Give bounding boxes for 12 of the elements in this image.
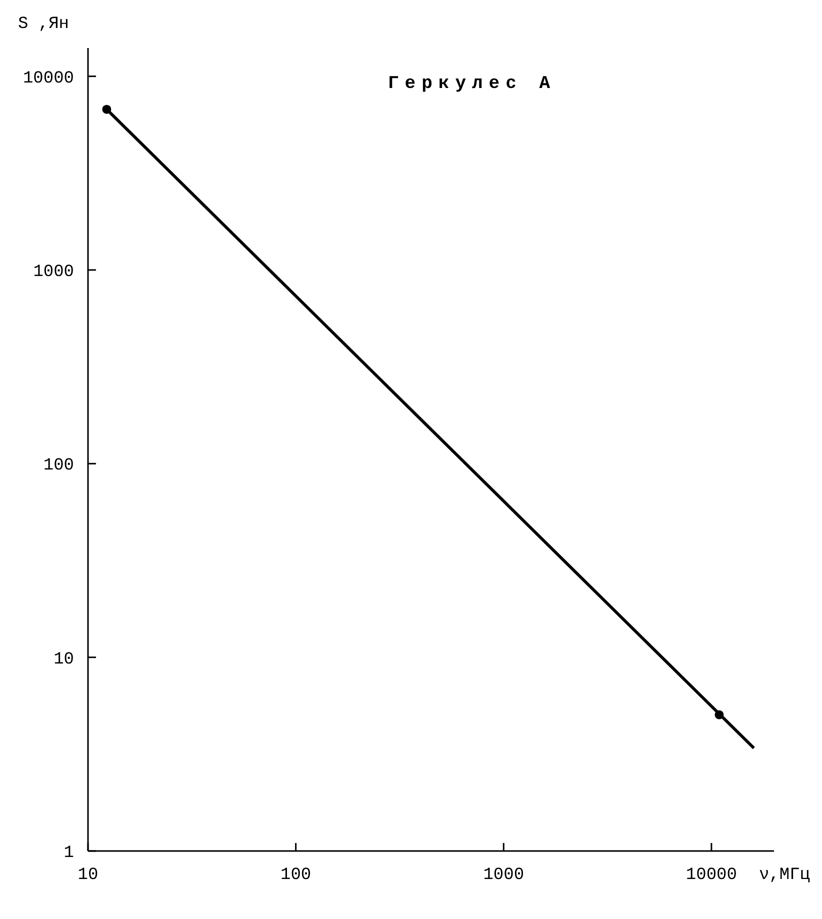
text: Геркулес А <box>388 74 556 94</box>
y-tick-label: 10000 <box>22 69 74 88</box>
y-tick-label: 10 <box>54 650 74 670</box>
x-tick-label: 100 <box>280 866 312 885</box>
y-tick-label: 1000 <box>33 262 74 282</box>
x-tick-label: 10000 <box>686 866 737 885</box>
y-axis-title: S ,Ян <box>18 15 70 34</box>
x-axis-title: ν,МГц <box>758 866 810 885</box>
y-tick-label: 100 <box>43 456 74 476</box>
x-tick-label: 1000 <box>483 866 524 885</box>
x-tick-label: 10 <box>78 866 98 885</box>
y-tick-label: 1 <box>64 844 74 863</box>
